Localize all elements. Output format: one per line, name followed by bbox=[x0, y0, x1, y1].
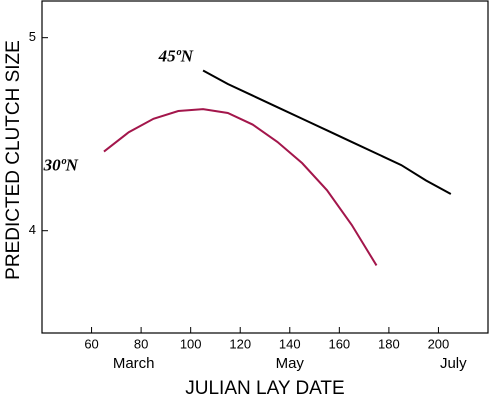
x-tick-label: 120 bbox=[229, 336, 251, 351]
month-label: May bbox=[276, 355, 305, 372]
x-tick-label: 200 bbox=[428, 336, 450, 351]
y-tick-label: 5 bbox=[29, 29, 36, 44]
x-tick-label: 100 bbox=[180, 336, 202, 351]
series-label: 45ºN bbox=[158, 46, 194, 65]
x-tick-label: 140 bbox=[279, 336, 301, 351]
series-line bbox=[103, 108, 378, 266]
x-tick-label: 180 bbox=[378, 336, 400, 351]
series-label: 30ºN bbox=[43, 155, 79, 174]
x-axis-title: JULIAN LAY DATE bbox=[185, 378, 344, 399]
x-tick-label: 160 bbox=[328, 336, 350, 351]
month-label: July bbox=[440, 355, 467, 372]
x-tick-label: 80 bbox=[134, 336, 148, 351]
plot-frame bbox=[41, 0, 489, 334]
x-tick-label: 60 bbox=[84, 336, 98, 351]
y-axis-title: PREDICTED CLUTCH SIZE bbox=[3, 40, 24, 280]
series-line bbox=[202, 69, 452, 195]
y-tick-label: 4 bbox=[29, 222, 36, 237]
month-label: March bbox=[113, 355, 155, 372]
